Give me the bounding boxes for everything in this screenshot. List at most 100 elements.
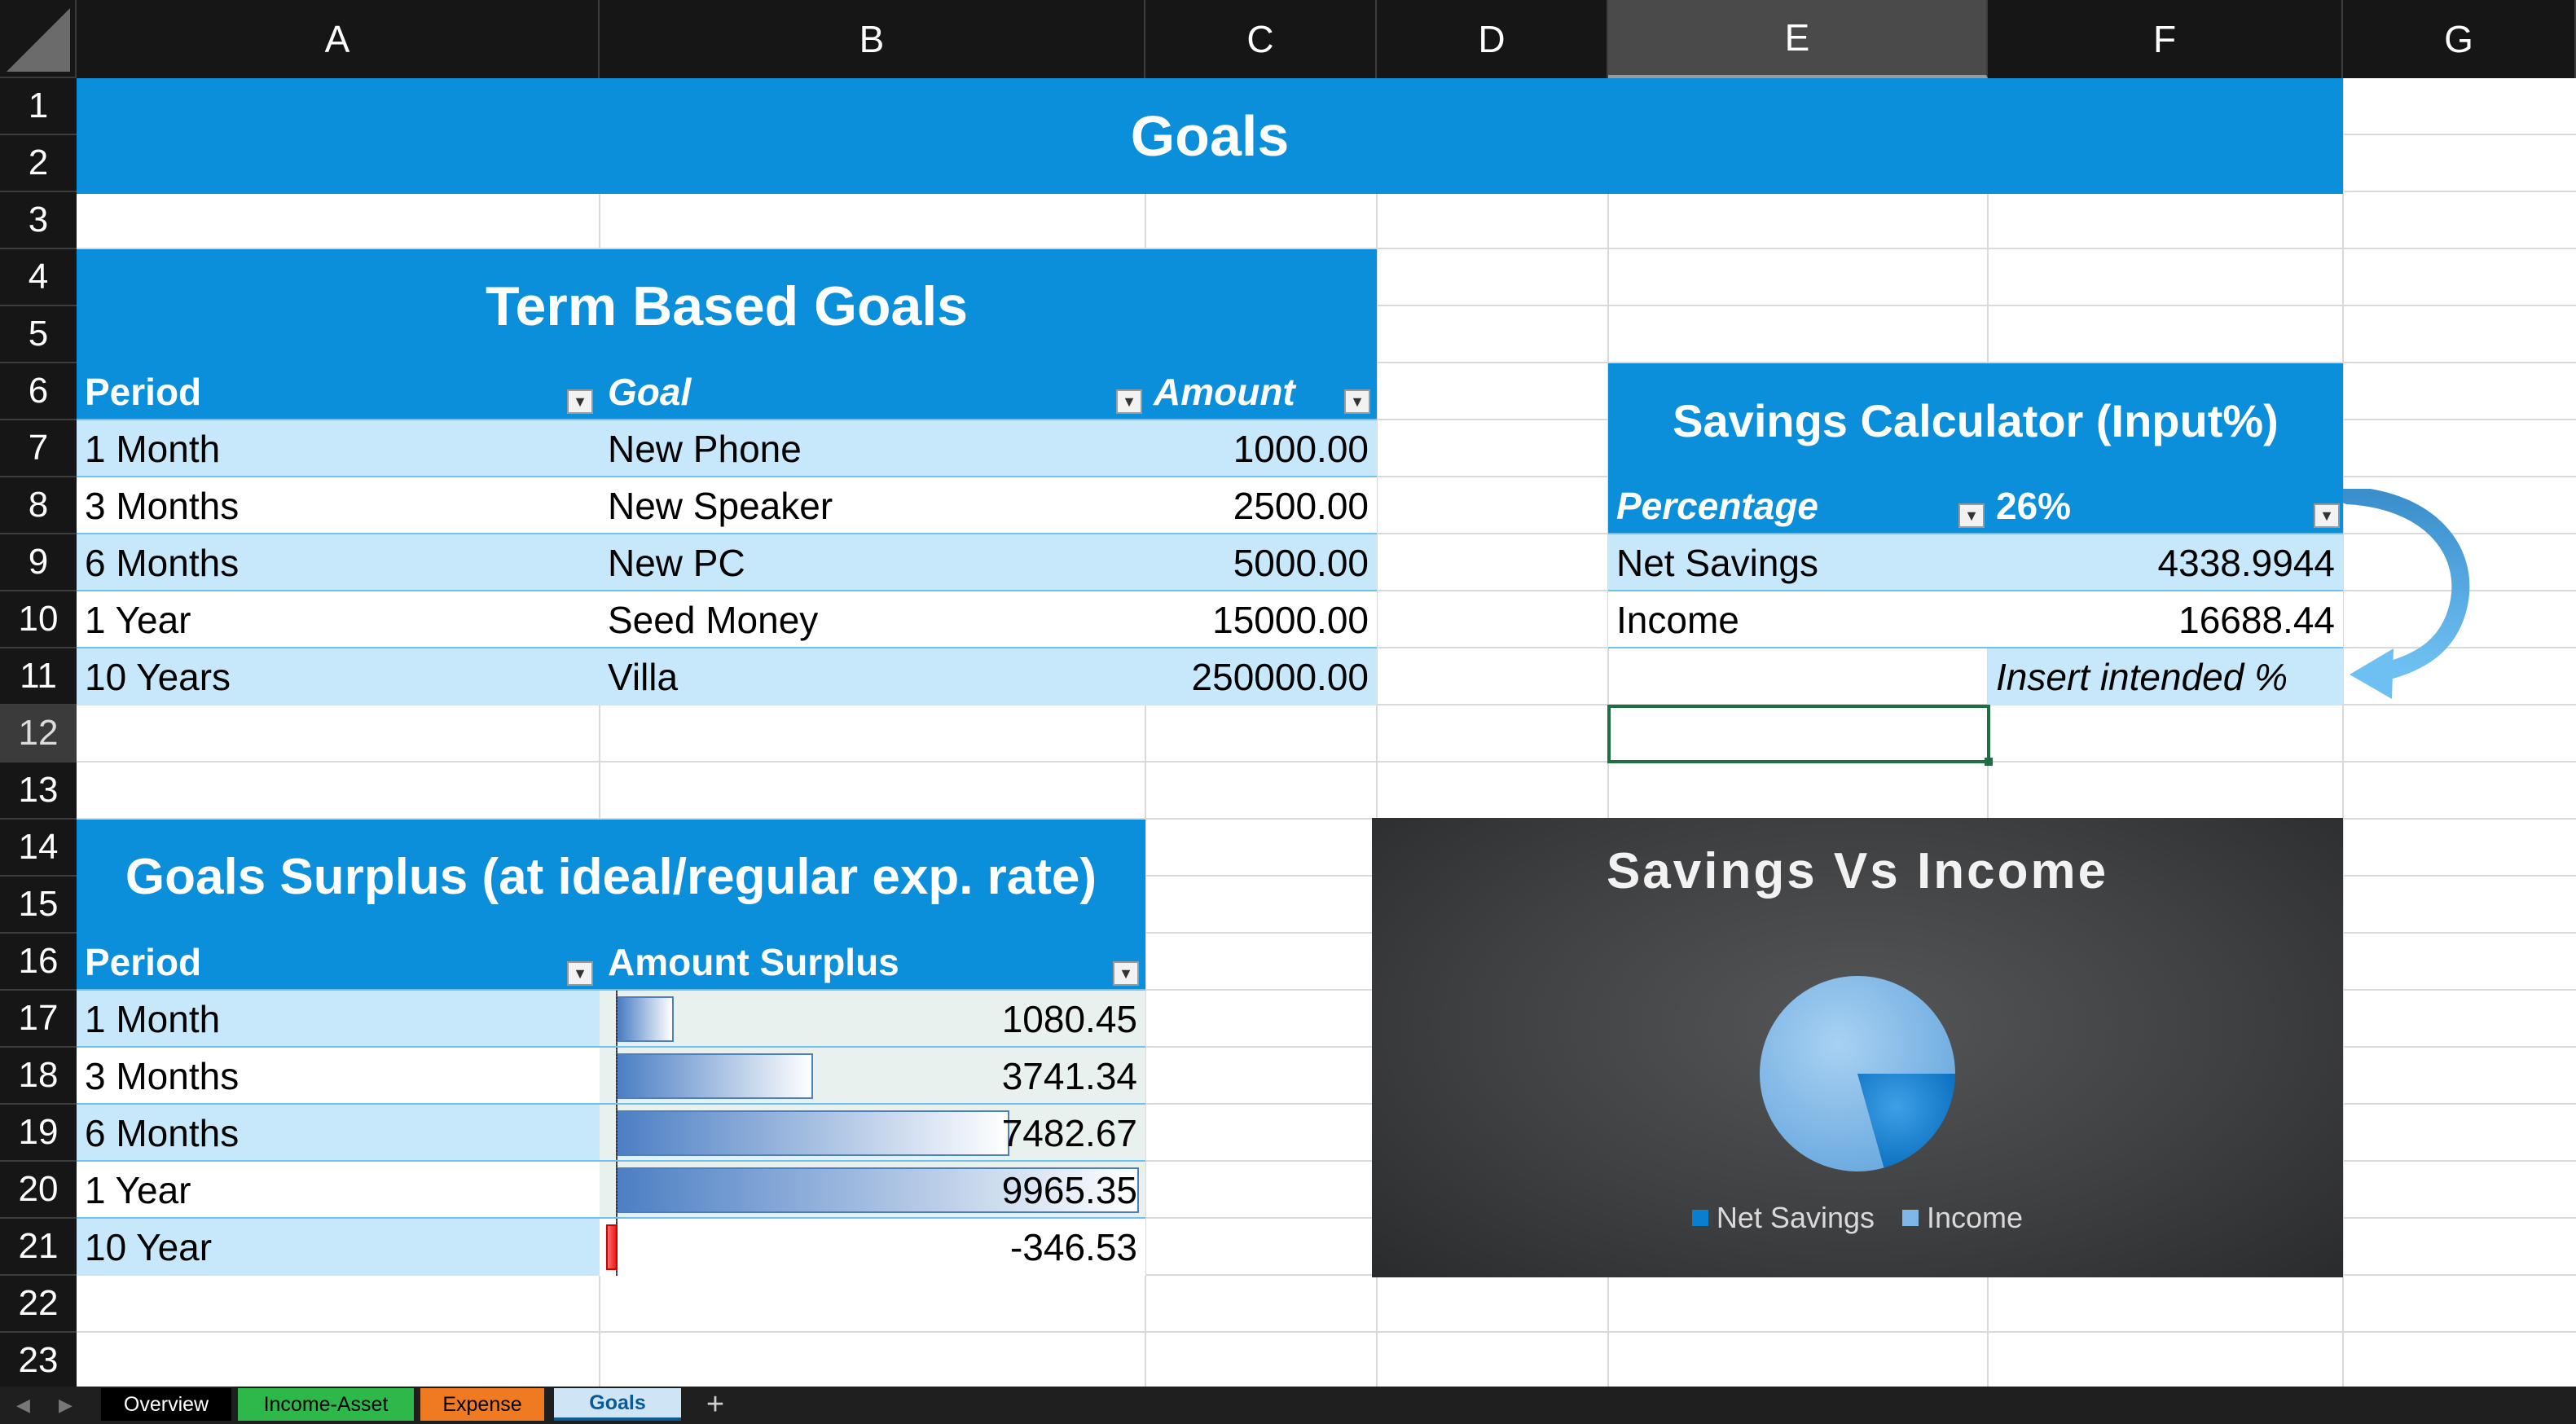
pie-slice-income[interactable] — [1760, 976, 1955, 1171]
filter-dropdown-icon[interactable]: ▼ — [2314, 503, 2340, 528]
filter-dropdown-icon[interactable]: ▼ — [1344, 389, 1370, 414]
grid-line — [77, 818, 2576, 820]
grid-line — [77, 1160, 2576, 1162]
table-row-border — [77, 1217, 1145, 1219]
goals-surplus-title: Goals Surplus (at ideal/regular exp. rat… — [77, 820, 1145, 934]
row-header-6[interactable]: 6 — [0, 363, 77, 420]
table-row-border — [77, 647, 1377, 648]
row-header-23[interactable]: 23 — [0, 1333, 77, 1390]
row-header-9[interactable]: 9 — [0, 534, 77, 591]
amount-cell[interactable]: 250000.00 — [1191, 656, 1369, 698]
period-cell[interactable]: 10 Years — [85, 656, 231, 698]
fill-handle[interactable] — [1985, 758, 1993, 766]
grid-line — [1145, 78, 1146, 1387]
pie-slice-net-savings[interactable] — [1857, 1074, 1955, 1168]
row-header-12[interactable]: 12 — [0, 705, 77, 763]
grid-line — [77, 248, 2576, 249]
data-bar-negative — [606, 1224, 618, 1270]
row-header-19[interactable]: 19 — [0, 1105, 77, 1162]
sheet-tab-goals[interactable]: Goals — [554, 1388, 681, 1421]
row-header-22[interactable]: 22 — [0, 1276, 77, 1333]
row-header-15[interactable]: 15 — [0, 877, 77, 934]
scroll-left-icon[interactable]: ◀ — [16, 1395, 30, 1415]
percentage-input[interactable]: 26% — [1996, 485, 2072, 527]
sheet-tab-expense[interactable]: Expense — [420, 1388, 544, 1421]
row-header-2[interactable]: 2 — [0, 135, 77, 192]
row-header-17[interactable]: 17 — [0, 991, 77, 1048]
row-header-3[interactable]: 3 — [0, 192, 77, 249]
sheet-tab-overview[interactable]: Overview — [101, 1388, 231, 1421]
data-bar — [618, 1110, 1009, 1156]
period-cell[interactable]: 1 Month — [85, 998, 221, 1040]
goal-cell[interactable]: New Phone — [608, 428, 802, 470]
row-header-10[interactable]: 10 — [0, 591, 77, 648]
filter-dropdown-icon[interactable]: ▼ — [567, 389, 593, 414]
column-header-b[interactable]: B — [600, 0, 1145, 78]
column-header-g[interactable]: G — [2343, 0, 2576, 78]
row-header-18[interactable]: 18 — [0, 1048, 77, 1105]
active-cell-selection[interactable] — [1607, 705, 1990, 763]
period-cell[interactable]: 1 Year — [85, 599, 191, 641]
row-header-16[interactable]: 16 — [0, 934, 77, 991]
period-cell[interactable]: 1 Month — [85, 428, 221, 470]
column-header-e[interactable]: E — [1608, 0, 1988, 78]
goal-cell[interactable]: Seed Money — [608, 599, 819, 641]
filter-dropdown-icon[interactable]: ▼ — [567, 961, 593, 986]
row-header-1[interactable]: 1 — [0, 78, 77, 135]
row-header-20[interactable]: 20 — [0, 1162, 77, 1219]
amount-cell[interactable]: 1000.00 — [1233, 428, 1369, 470]
table-row: 10 Years Villa 250000.00 — [77, 647, 1377, 705]
income-row: Income 16688.44 — [1608, 591, 2343, 648]
savings-vs-income-chart[interactable]: Savings Vs Income Net Savings Income — [1372, 818, 2343, 1277]
period-cell[interactable]: 1 Year — [85, 1169, 191, 1211]
filter-dropdown-icon[interactable]: ▼ — [1958, 503, 1985, 528]
filter-dropdown-icon[interactable]: ▼ — [1116, 389, 1142, 414]
row-header-5[interactable]: 5 — [0, 306, 77, 363]
net-savings-value[interactable]: 4338.9944 — [2157, 542, 2335, 584]
amount-surplus-cell[interactable]: -346.53 — [1009, 1226, 1137, 1268]
row-header-13[interactable]: 13 — [0, 763, 77, 820]
add-sheet-button[interactable]: + — [706, 1387, 725, 1422]
legend-label-net-savings: Net Savings — [1716, 1201, 1875, 1234]
legend-item: Net Savings — [1691, 1201, 1875, 1235]
amount-surplus-cell[interactable]: 9965.35 — [1001, 1169, 1137, 1211]
column-header-c[interactable]: C — [1145, 0, 1377, 78]
period-cell[interactable]: 3 Months — [85, 485, 240, 527]
amount-surplus-cell[interactable]: 1080.45 — [1001, 998, 1137, 1040]
table-row-border — [77, 590, 1377, 591]
amount-surplus-cell[interactable]: 3741.34 — [1001, 1055, 1137, 1097]
row-header-14[interactable]: 14 — [0, 820, 77, 877]
legend-swatch-net-savings — [1691, 1210, 1708, 1226]
row-header-8[interactable]: 8 — [0, 477, 77, 534]
filter-dropdown-icon[interactable]: ▼ — [1113, 961, 1139, 986]
goal-cell[interactable]: New PC — [608, 542, 745, 584]
period-cell[interactable]: 6 Months — [85, 542, 240, 584]
income-value[interactable]: 16688.44 — [2178, 599, 2335, 641]
column-header-d[interactable]: D — [1377, 0, 1608, 78]
row-header-21[interactable]: 21 — [0, 1219, 77, 1276]
goal-cell[interactable]: Villa — [608, 656, 679, 698]
period-cell[interactable]: 3 Months — [85, 1055, 240, 1097]
amount-cell[interactable]: 5000.00 — [1233, 542, 1369, 584]
row-header-11[interactable]: 11 — [0, 648, 77, 705]
column-header-f[interactable]: F — [1988, 0, 2343, 78]
table-row-border — [77, 1046, 1145, 1048]
savings-calculator-title: Savings Calculator (Input%) — [1608, 363, 2343, 477]
row-header-7[interactable]: 7 — [0, 420, 77, 477]
amount-surplus-cell[interactable]: 7482.67 — [1001, 1112, 1137, 1154]
legend-item: Income — [1902, 1201, 2023, 1235]
net-savings-label[interactable]: Net Savings — [1616, 542, 1819, 584]
grid-line — [2342, 78, 2344, 1387]
row-header-4[interactable]: 4 — [0, 249, 77, 306]
amount-cell[interactable]: 2500.00 — [1233, 485, 1369, 527]
period-cell[interactable]: 10 Year — [85, 1226, 213, 1268]
sheet-tab-income-asset[interactable]: Income-Asset — [238, 1388, 414, 1421]
amount-cell[interactable]: 15000.00 — [1212, 599, 1369, 641]
select-all-corner[interactable] — [0, 0, 77, 78]
goal-cell[interactable]: New Speaker — [608, 485, 833, 527]
period-cell[interactable]: 6 Months — [85, 1112, 240, 1154]
scroll-right-icon[interactable]: ▶ — [59, 1395, 73, 1415]
column-header-a[interactable]: A — [77, 0, 600, 78]
curved-arrow-icon — [2343, 489, 2470, 699]
income-label[interactable]: Income — [1616, 599, 1739, 641]
